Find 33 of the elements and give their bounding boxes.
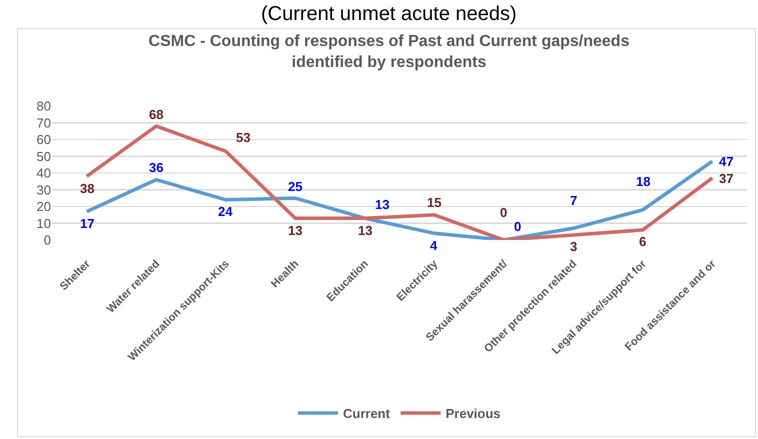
data-label: 53: [236, 130, 250, 145]
text: (Current unmet acute needs): [261, 3, 517, 25]
data-label: 36: [149, 160, 164, 175]
y-tick-label: 80: [36, 98, 51, 114]
y-tick-label: 30: [36, 182, 51, 198]
data-label: 15: [427, 195, 442, 210]
data-label: 3: [570, 239, 578, 254]
data-label: 17: [80, 216, 94, 231]
data-label: 25: [288, 179, 302, 194]
data-label: 18: [636, 174, 650, 189]
legend-label: Current: [343, 406, 391, 422]
y-tick-label: 10: [36, 216, 51, 231]
data-label: 37: [719, 171, 734, 186]
y-tick-label: 40: [36, 166, 51, 181]
chart-title: CSMC - Counting of responses of Past and Current gaps/needs identified by respondents: [148, 33, 630, 71]
data-label: 0: [514, 219, 522, 234]
data-label: 24: [218, 204, 234, 219]
data-label: 38: [80, 181, 94, 196]
data-label: 7: [570, 193, 578, 208]
y-tick-label: 60: [36, 132, 51, 148]
data-label: 13: [288, 223, 302, 238]
data-label: 6: [639, 234, 646, 249]
data-label: 4: [430, 238, 438, 253]
data-label: 68: [149, 107, 164, 122]
data-label: 13: [358, 223, 372, 238]
data-label: 13: [375, 197, 390, 212]
y-tick-label: 20: [36, 199, 51, 214]
y-tick-label: 0: [44, 232, 51, 248]
data-label: 47: [719, 154, 734, 169]
y-tick-label: 50: [36, 148, 51, 164]
data-label: 0: [500, 205, 508, 220]
legend-label: Previous: [446, 406, 501, 422]
y-tick-label: 70: [36, 115, 51, 130]
